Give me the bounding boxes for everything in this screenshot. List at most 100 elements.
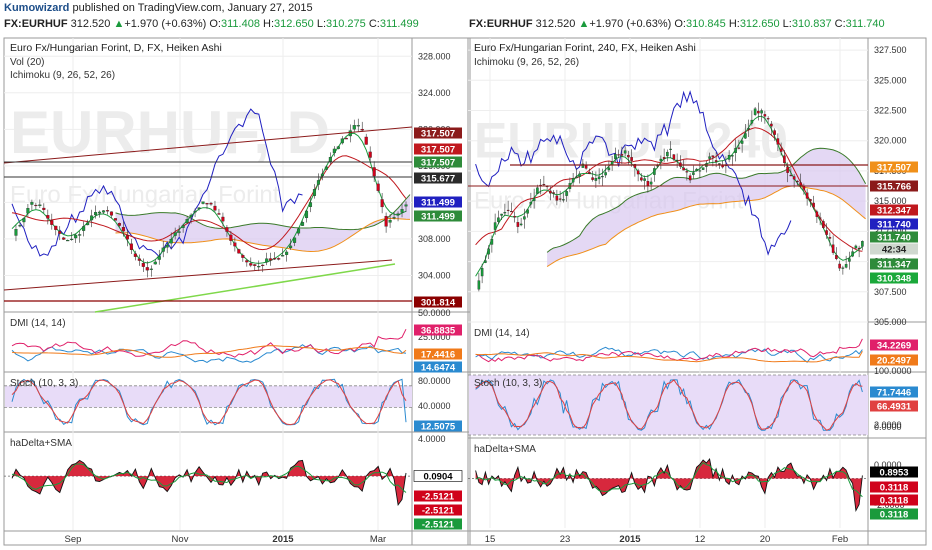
right-candle (818, 217, 822, 219)
right-stoch-k-line (475, 379, 863, 431)
left-ha-label: -2.5121 (422, 506, 455, 517)
left-time-label: 2015 (272, 534, 294, 545)
right-candle (500, 213, 503, 216)
right-candle (692, 172, 695, 175)
right-senkou-a (546, 147, 867, 253)
left-dmi-minus-line (11, 328, 407, 358)
left-ha-delta-area (12, 460, 406, 505)
right-candle (532, 198, 536, 202)
left-candle (324, 166, 328, 170)
left-candle (109, 211, 114, 216)
left-candle (22, 218, 26, 223)
right-chart-title: Euro Fx/Hungarian Forint, 240, FX, Heike… (474, 42, 696, 54)
left-dmi-tick: 50.0000 (418, 308, 451, 318)
left-candle (157, 256, 161, 260)
right-candle (766, 118, 770, 120)
right-price-tick: 322.500 (874, 106, 907, 116)
right-candle (792, 176, 796, 180)
left-candle (297, 228, 301, 234)
left-candle (372, 167, 376, 177)
left-candle (348, 130, 352, 137)
right-last-price: 312.520 (535, 18, 576, 30)
left-candle (233, 242, 237, 247)
left-candle (293, 237, 297, 243)
left-symbol[interactable]: FX:EURHUF (4, 18, 68, 30)
right-candle (805, 192, 809, 199)
right-chikou-span (475, 90, 792, 256)
left-stoch-tick: 80.0000 (418, 376, 451, 386)
left-support-line (94, 263, 396, 313)
right-candle (653, 168, 656, 175)
right-candle (542, 184, 546, 186)
right-price-label: 312.347 (877, 206, 911, 217)
right-candle (558, 198, 562, 200)
right-candle (854, 245, 858, 249)
left-stoch-band (5, 385, 412, 408)
right-candle (714, 160, 718, 162)
right-price-tick: 305.000 (874, 317, 907, 327)
right-price-tick: 325.000 (874, 75, 907, 85)
right-ha-label-bg (870, 508, 918, 520)
right-candle (588, 172, 591, 174)
left-candle (277, 258, 281, 260)
left-stoch-tick: 40.0000 (418, 401, 451, 411)
right-close: 311.740 (845, 18, 885, 30)
left-ha-label: -2.5121 (422, 520, 455, 531)
left-dmi-label-bg (414, 348, 462, 360)
left-candle (105, 210, 110, 212)
right-time-label: 12 (695, 534, 706, 545)
right-candle (630, 157, 633, 161)
left-candle (78, 234, 82, 236)
right-ha-tick: 0.0000 (874, 460, 902, 470)
right-candle (727, 155, 731, 160)
left-candle (169, 238, 173, 244)
right-ha-label-bg (870, 466, 918, 478)
left-candle (340, 138, 344, 144)
right-candle (578, 173, 581, 177)
right-high: 312.650 (739, 18, 780, 30)
right-candle (562, 199, 565, 201)
left-candle (332, 148, 336, 154)
right-price-label: 317.507 (877, 163, 911, 174)
left-candle (185, 219, 189, 223)
left-candle (308, 202, 313, 207)
right-price-label: 311.740 (877, 220, 911, 231)
left-senkou-a (115, 194, 411, 231)
right-adx-line (475, 350, 863, 363)
left-price-label: 311.499 (421, 212, 455, 223)
left-c-label: C: (368, 18, 380, 30)
left-candle (189, 214, 193, 218)
left-candle (18, 225, 22, 227)
right-stoch-tick: 0.0000 (874, 422, 902, 432)
right-candle (809, 199, 812, 202)
right-candle (740, 140, 744, 144)
author-name[interactable]: Kumowizard (4, 2, 70, 14)
left-candle (34, 204, 38, 207)
right-candle (672, 154, 676, 160)
right-candle (675, 159, 679, 161)
right-candle (627, 154, 630, 158)
left-candle (86, 222, 90, 226)
left-candle (352, 125, 356, 130)
right-l-label: L: (782, 18, 792, 30)
left-time-label: Mar (370, 534, 386, 545)
right-candle (841, 267, 845, 269)
left-chart[interactable]: EURHUF, D Euro Fx/Hungarian Forint 328.000… (3, 37, 471, 546)
left-high: 312.650 (274, 18, 314, 30)
left-price-label-bg (414, 127, 462, 139)
right-tenkan-sen (475, 115, 863, 277)
right-stoch-label: 66.4931 (877, 402, 912, 413)
right-candle (477, 280, 481, 290)
right-symbol[interactable]: FX:EURHUF (469, 18, 533, 30)
right-low: 310.837 (791, 18, 832, 30)
right-kijun-sen (475, 127, 863, 252)
right-candle (698, 170, 702, 172)
right-price-label-bg (870, 231, 918, 243)
left-candle (129, 243, 133, 250)
right-candle (493, 222, 497, 230)
right-time-label: 15 (485, 534, 496, 545)
right-price-label-bg (870, 218, 918, 230)
left-price-label: 301.814 (421, 298, 456, 309)
